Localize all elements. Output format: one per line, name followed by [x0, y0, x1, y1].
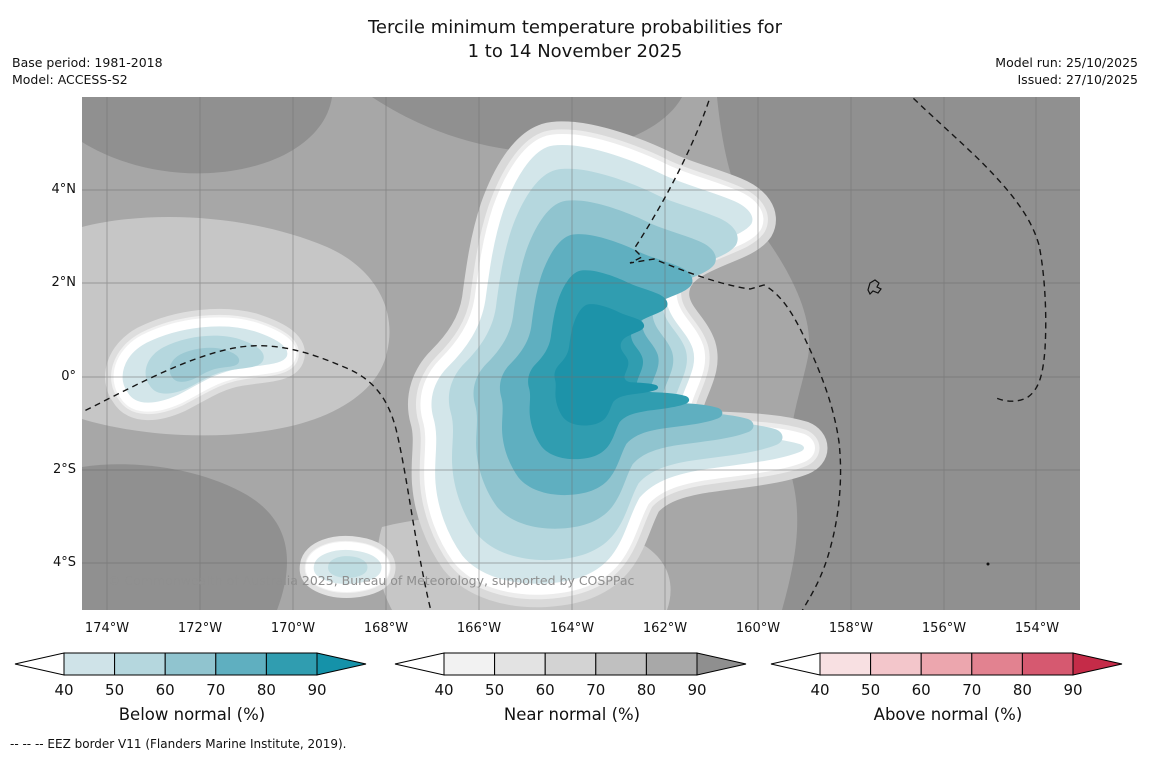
colorbar-left-arrow: [394, 652, 445, 676]
svg-text:60: 60: [536, 681, 555, 699]
svg-text:50: 50: [105, 681, 124, 699]
colorbar-above-normal: 40 50 60 70 80 90: [770, 652, 1123, 699]
colorbar-segment: [870, 652, 922, 676]
legend-below-normal: 40 50 60 70 80 90 Below normal (%): [12, 650, 372, 724]
svg-text:70: 70: [586, 681, 605, 699]
svg-text:80: 80: [637, 681, 656, 699]
issued-text: Issued: 27/10/2025: [1017, 72, 1139, 87]
colorbar-segment: [544, 652, 597, 676]
model-info: Base period: 1981-2018 Model: ACCESS-S2: [12, 54, 163, 88]
svg-text:70: 70: [962, 681, 981, 699]
colorbar-segment: [443, 652, 496, 676]
x-axis-label-168w: 168°W: [363, 621, 409, 636]
colorbar-tick-labels: 40 50 60 70 80 90: [434, 681, 706, 699]
x-axis-label-154w: 154°W: [1014, 621, 1060, 636]
colorbar-segment: [819, 652, 872, 676]
svg-text:70: 70: [206, 681, 225, 699]
eez-borders: [82, 97, 1047, 610]
colorbar-left-arrow: [770, 652, 821, 676]
svg-text:50: 50: [861, 681, 880, 699]
svg-text:40: 40: [810, 681, 829, 699]
page-title-line2: 1 to 14 November 2025: [467, 41, 683, 62]
model-text: Model: ACCESS-S2: [12, 72, 128, 87]
x-axis-label-158w: 158°W: [828, 621, 874, 636]
legend-near-normal: 40 50 60 70 80 90 Near normal (%): [392, 650, 752, 724]
legend-caption-below-normal: Below normal (%): [118, 705, 266, 724]
probability-map: © Commonwealth of Australia 2025, Bureau…: [82, 97, 1080, 610]
eez-border-northeast: [911, 97, 1047, 402]
x-axis-label-172w: 172°W: [177, 621, 223, 636]
run-info: Model run: 25/10/2025 Issued: 27/10/2025: [995, 54, 1138, 88]
y-axis-label-4n: 4°N: [51, 182, 77, 197]
colorbar-segment: [971, 652, 1023, 676]
eez-border-west: [82, 345, 432, 610]
svg-text:40: 40: [434, 681, 453, 699]
x-axis-label-156w: 156°W: [921, 621, 967, 636]
colorbar-near-normal: 40 50 60 70 80 90: [394, 652, 747, 699]
colorbar-segment: [265, 652, 318, 676]
x-axis-label-162w: 162°W: [642, 621, 688, 636]
colorbar-tick-labels: 40 50 60 70 80 90: [810, 681, 1082, 699]
colorbar-segment: [215, 652, 267, 676]
colorbar-segment: [114, 652, 166, 676]
eez-border-note: -- -- -- EEZ border V11 (Flanders Marine…: [10, 737, 347, 751]
legend-above-normal: 40 50 60 70 80 90 Above normal (%): [768, 650, 1128, 724]
colorbar-segment: [63, 652, 116, 676]
colorbar-tick-labels: 40 50 60 70 80 90: [54, 681, 326, 699]
colorbar-left-arrow: [14, 652, 65, 676]
colorbar-segment: [645, 652, 698, 676]
colorbar-segment: [595, 652, 647, 676]
island-marks: [867, 279, 990, 566]
svg-text:60: 60: [912, 681, 931, 699]
gridlines: [82, 97, 1080, 610]
map-copyright: © Commonwealth of Australia 2025, Bureau…: [108, 573, 634, 588]
colorbar-segment: [164, 652, 217, 676]
x-axis-label-164w: 164°W: [549, 621, 595, 636]
colorbar-segment: [920, 652, 973, 676]
colorbar-segment: [494, 652, 546, 676]
svg-text:40: 40: [54, 681, 73, 699]
y-axis-label-2n: 2°N: [51, 275, 77, 290]
x-axis-label-170w: 170°W: [270, 621, 316, 636]
svg-text:60: 60: [156, 681, 175, 699]
eez-border-central: [629, 97, 842, 610]
x-axis-label-160w: 160°W: [735, 621, 781, 636]
base-period-text: Base period: 1981-2018: [12, 55, 163, 70]
colorbar-right-arrow: [696, 652, 747, 676]
svg-text:90: 90: [687, 681, 706, 699]
y-axis-label-0: 0°: [61, 369, 76, 384]
legend-caption-near-normal: Near normal (%): [503, 705, 641, 724]
x-axis-label-174w: 174°W: [84, 621, 130, 636]
colorbar-below-normal: 40 50 60 70 80 90: [14, 652, 367, 699]
page-title-line1: Tercile minimum temperature probabilitie…: [367, 17, 783, 38]
svg-text:50: 50: [485, 681, 504, 699]
svg-text:90: 90: [307, 681, 326, 699]
model-run-text: Model run: 25/10/2025: [995, 55, 1138, 70]
colorbar-right-arrow: [1072, 652, 1123, 676]
svg-text:80: 80: [1013, 681, 1032, 699]
svg-text:80: 80: [257, 681, 276, 699]
x-axis-label-166w: 166°W: [456, 621, 502, 636]
colorbar-right-arrow: [316, 652, 367, 676]
colorbar-segment: [1021, 652, 1074, 676]
y-axis-label-2s: 2°S: [52, 462, 76, 477]
y-axis-label-4s: 4°S: [52, 555, 76, 570]
svg-text:90: 90: [1063, 681, 1082, 699]
legend-caption-above-normal: Above normal (%): [873, 705, 1023, 724]
